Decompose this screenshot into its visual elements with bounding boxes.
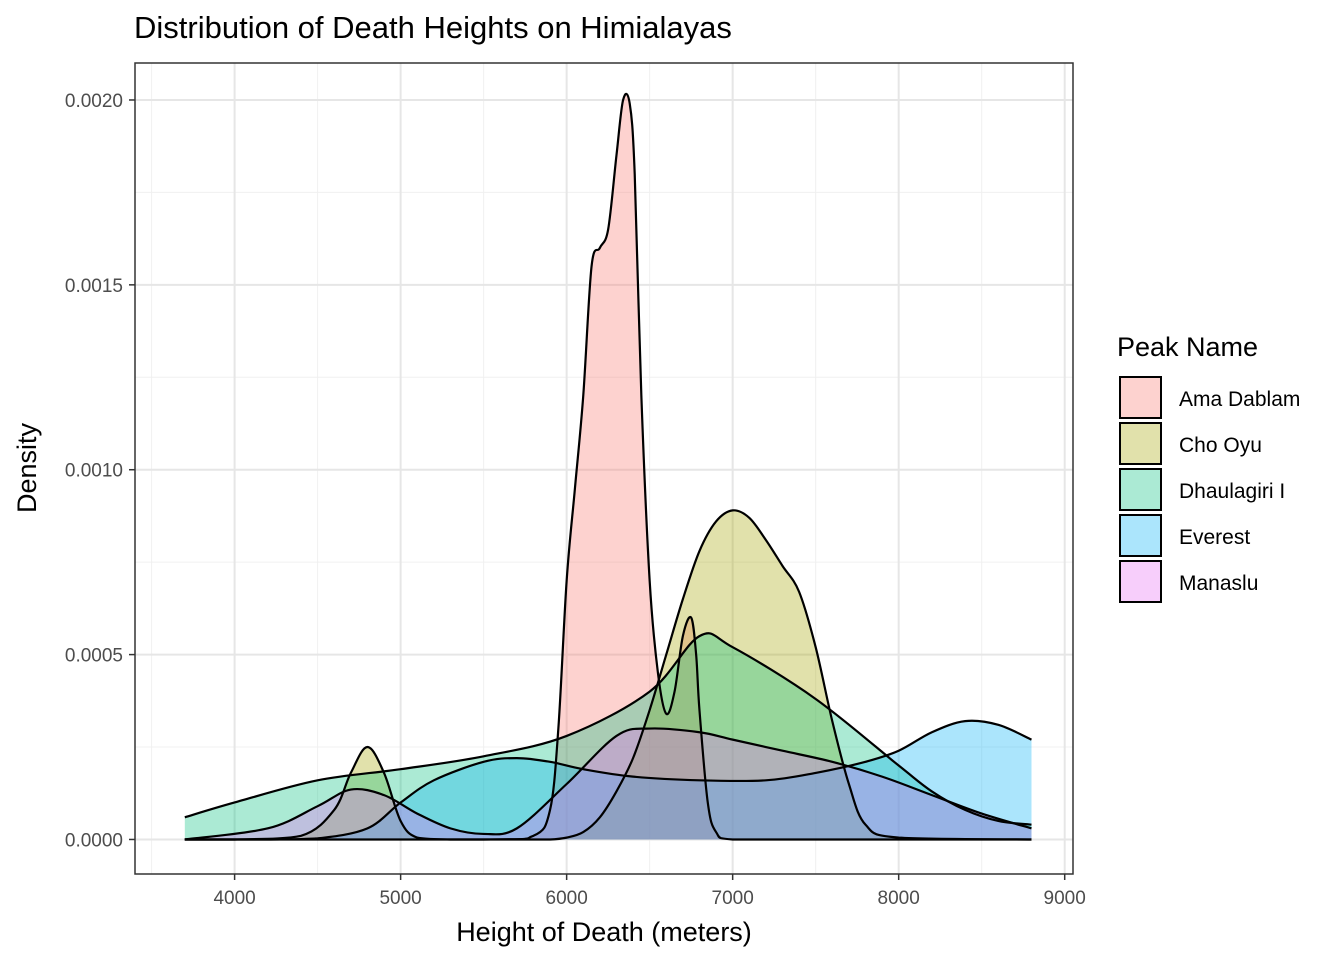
plot-panel-border <box>134 62 1074 875</box>
legend-key-bg-dhaulagiri-i <box>1119 468 1162 511</box>
legend-swatch-manaslu <box>1119 560 1162 603</box>
legend-key-bg-everest <box>1119 514 1162 557</box>
y-tick-label: 0.0015 <box>65 276 123 297</box>
plot-panel-background <box>135 63 1073 874</box>
density-lines <box>184 92 1032 841</box>
density-area-dhaulagiri-i <box>184 633 1032 840</box>
density-line-cho-oyu <box>184 509 1032 841</box>
y-axis: 0.0000 0.0005 0.0010 0.0015 0.0020 <box>65 91 135 851</box>
legend-title: Peak Name <box>1117 332 1258 362</box>
x-axis-label: Height of Death (meters) <box>456 917 752 947</box>
y-tick-label: 0.0020 <box>65 91 123 112</box>
density-line-manaslu <box>184 727 1032 841</box>
legend-key-bg-cho-oyu <box>1119 422 1162 465</box>
legend-key-bg-manaslu <box>1119 560 1162 603</box>
density-area-cho-oyu <box>184 510 1032 840</box>
x-tick-label: 4000 <box>213 888 255 909</box>
minor-grid <box>135 63 1073 874</box>
x-tick-label: 6000 <box>546 888 588 909</box>
legend-key-bg-ama-dablam <box>1119 376 1162 419</box>
density-area-ama-dablam <box>184 93 1032 840</box>
major-grid <box>135 63 1073 874</box>
legend: Peak Name Ama Dablam Cho Oyu Dhaulagiri I E… <box>1117 332 1300 603</box>
x-tick-label: 7000 <box>712 888 754 909</box>
x-axis: 4000 5000 6000 7000 8000 9000 <box>213 874 1086 909</box>
legend-label-everest: Everest <box>1179 526 1250 549</box>
y-tick-label: 0.0010 <box>65 461 123 482</box>
x-tick-label: 9000 <box>1044 888 1086 909</box>
legend-label-dhaulagiri-i: Dhaulagiri I <box>1179 480 1285 503</box>
density-line-everest <box>184 719 1032 841</box>
y-tick-label: 0.0000 <box>65 830 123 851</box>
density-line-ama-dablam <box>184 92 1032 841</box>
y-axis-label: Density <box>12 422 42 513</box>
x-tick-label: 5000 <box>379 888 421 909</box>
chart-title: Distribution of Death Heights on Himiala… <box>134 10 732 45</box>
legend-swatch-dhaulagiri-i <box>1119 468 1162 511</box>
legend-label-cho-oyu: Cho Oyu <box>1179 434 1262 457</box>
legend-label-ama-dablam: Ama Dablam <box>1179 388 1300 411</box>
y-tick-label: 0.0005 <box>65 646 123 667</box>
legend-label-manaslu: Manaslu <box>1179 572 1258 595</box>
x-tick-label: 8000 <box>878 888 920 909</box>
legend-swatch-ama-dablam <box>1119 376 1162 419</box>
legend-swatch-everest <box>1119 514 1162 557</box>
legend-swatch-cho-oyu <box>1119 422 1162 465</box>
